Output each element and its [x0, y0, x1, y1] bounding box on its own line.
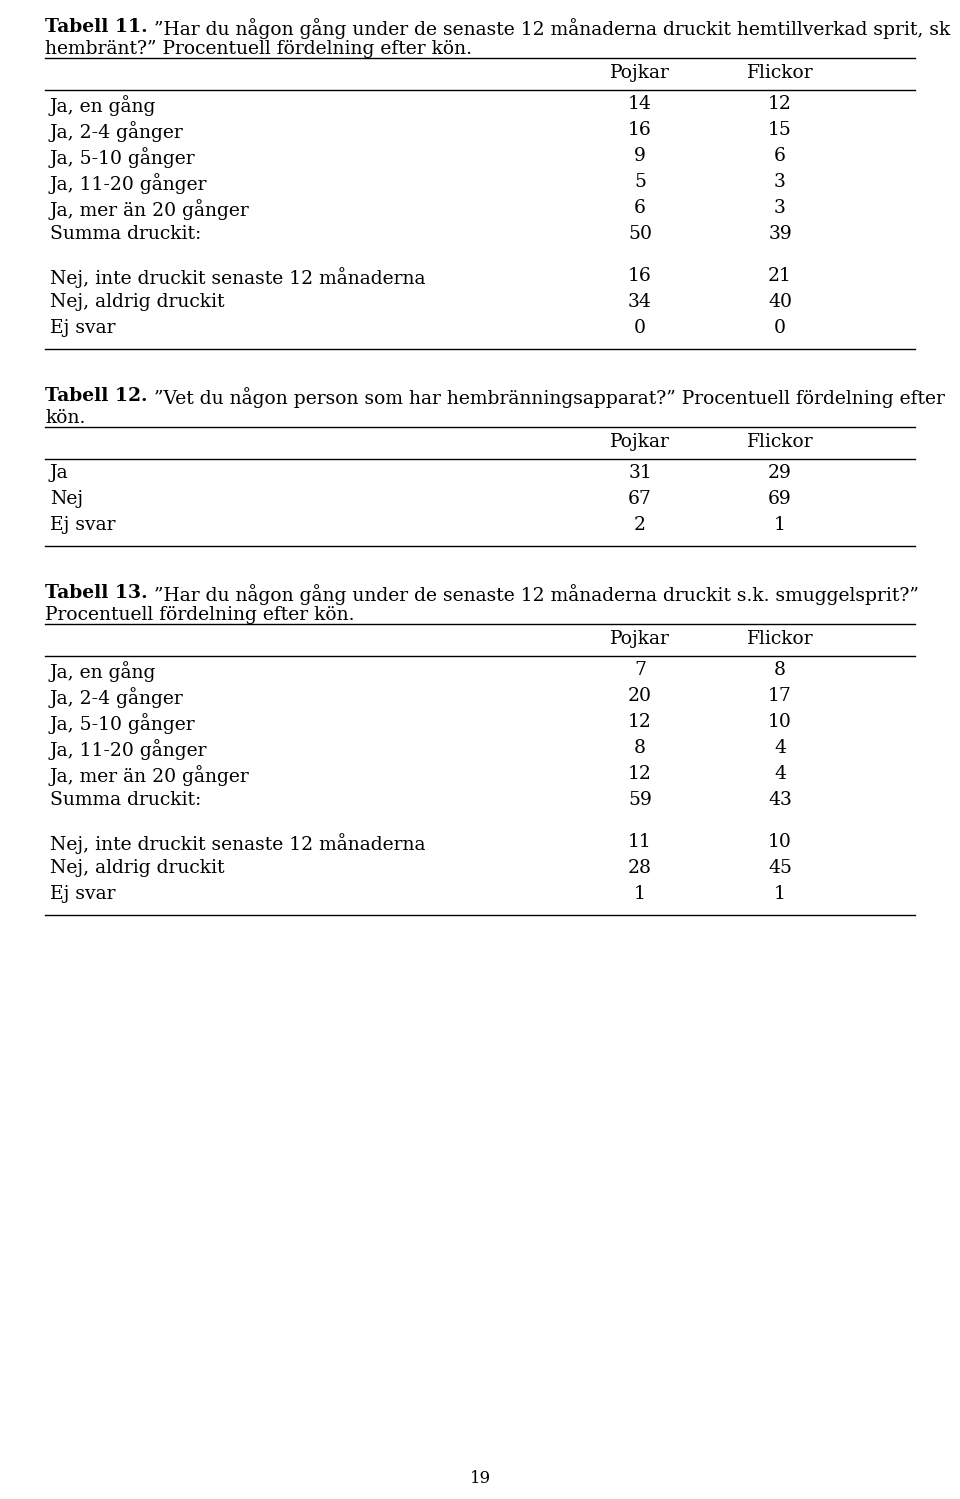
Text: Tabell 13.: Tabell 13.: [45, 585, 148, 603]
Text: Ej svar: Ej svar: [50, 319, 115, 337]
Text: ”Har du någon gång under de senaste 12 månaderna druckit s.k. smuggelsprit?”: ”Har du någon gång under de senaste 12 m…: [148, 585, 919, 606]
Text: 15: 15: [768, 121, 792, 139]
Text: 17: 17: [768, 687, 792, 705]
Text: 19: 19: [469, 1471, 491, 1487]
Text: 10: 10: [768, 833, 792, 851]
Text: 39: 39: [768, 225, 792, 243]
Text: kön.: kön.: [45, 409, 85, 427]
Text: 9: 9: [634, 147, 646, 165]
Text: ”Har du någon gång under de senaste 12 månaderna druckit hemtillverkad sprit, sk: ”Har du någon gång under de senaste 12 m…: [148, 18, 949, 39]
Text: Summa druckit:: Summa druckit:: [50, 791, 202, 809]
Text: 21: 21: [768, 267, 792, 285]
Text: 4: 4: [774, 739, 786, 757]
Text: 1: 1: [774, 884, 786, 902]
Text: Pojkar: Pojkar: [610, 630, 670, 648]
Text: Ja, mer än 20 gånger: Ja, mer än 20 gånger: [50, 199, 250, 220]
Text: Ja, mer än 20 gånger: Ja, mer än 20 gånger: [50, 764, 250, 785]
Text: Ja: Ja: [50, 465, 68, 483]
Text: 8: 8: [774, 661, 786, 679]
Text: 28: 28: [628, 859, 652, 877]
Text: 7: 7: [634, 661, 646, 679]
Text: 59: 59: [628, 791, 652, 809]
Text: Nej: Nej: [50, 490, 84, 508]
Text: hembränt?” Procentuell fördelning efter kön.: hembränt?” Procentuell fördelning efter …: [45, 40, 472, 58]
Text: Ja, en gång: Ja, en gång: [50, 661, 156, 682]
Text: Nej, aldrig druckit: Nej, aldrig druckit: [50, 292, 225, 310]
Text: Nej, inte druckit senaste 12 månaderna: Nej, inte druckit senaste 12 månaderna: [50, 267, 425, 288]
Text: 5: 5: [634, 172, 646, 190]
Text: Flickor: Flickor: [747, 630, 813, 648]
Text: Nej, aldrig druckit: Nej, aldrig druckit: [50, 859, 225, 877]
Text: Ej svar: Ej svar: [50, 516, 115, 534]
Text: 20: 20: [628, 687, 652, 705]
Text: 16: 16: [628, 121, 652, 139]
Text: 67: 67: [628, 490, 652, 508]
Text: Ja, 5-10 gånger: Ja, 5-10 gånger: [50, 147, 196, 168]
Text: 6: 6: [774, 147, 786, 165]
Text: Procentuell fördelning efter kön.: Procentuell fördelning efter kön.: [45, 606, 354, 624]
Text: 6: 6: [634, 199, 646, 217]
Text: 0: 0: [774, 319, 786, 337]
Text: Pojkar: Pojkar: [610, 433, 670, 451]
Text: 12: 12: [628, 764, 652, 782]
Text: 10: 10: [768, 714, 792, 732]
Text: 1: 1: [774, 516, 786, 534]
Text: 43: 43: [768, 791, 792, 809]
Text: 50: 50: [628, 225, 652, 243]
Text: 3: 3: [774, 172, 786, 190]
Text: 12: 12: [768, 94, 792, 112]
Text: 4: 4: [774, 764, 786, 782]
Text: Tabell 11.: Tabell 11.: [45, 18, 148, 36]
Text: 2: 2: [634, 516, 646, 534]
Text: 40: 40: [768, 292, 792, 310]
Text: Ja, 2-4 gånger: Ja, 2-4 gånger: [50, 687, 183, 708]
Text: Pojkar: Pojkar: [610, 64, 670, 82]
Text: 31: 31: [628, 465, 652, 483]
Text: 34: 34: [628, 292, 652, 310]
Text: Ja, 11-20 gånger: Ja, 11-20 gånger: [50, 739, 207, 760]
Text: Flickor: Flickor: [747, 64, 813, 82]
Text: 29: 29: [768, 465, 792, 483]
Text: ”Vet du någon person som har hembränningsapparat?” Procentuell fördelning efter: ”Vet du någon person som har hembränning…: [148, 387, 945, 408]
Text: Ja, en gång: Ja, en gång: [50, 94, 156, 115]
Text: Ja, 5-10 gånger: Ja, 5-10 gånger: [50, 714, 196, 735]
Text: Ja, 2-4 gånger: Ja, 2-4 gånger: [50, 121, 183, 142]
Text: 69: 69: [768, 490, 792, 508]
Text: Ej svar: Ej svar: [50, 884, 115, 902]
Text: 3: 3: [774, 199, 786, 217]
Text: 16: 16: [628, 267, 652, 285]
Text: Tabell 12.: Tabell 12.: [45, 387, 148, 405]
Text: 12: 12: [628, 714, 652, 732]
Text: 8: 8: [634, 739, 646, 757]
Text: 11: 11: [628, 833, 652, 851]
Text: Ja, 11-20 gånger: Ja, 11-20 gånger: [50, 172, 207, 193]
Text: 45: 45: [768, 859, 792, 877]
Text: Flickor: Flickor: [747, 433, 813, 451]
Text: 0: 0: [634, 319, 646, 337]
Text: Nej, inte druckit senaste 12 månaderna: Nej, inte druckit senaste 12 månaderna: [50, 833, 425, 854]
Text: 14: 14: [628, 94, 652, 112]
Text: Summa druckit:: Summa druckit:: [50, 225, 202, 243]
Text: 1: 1: [634, 884, 646, 902]
